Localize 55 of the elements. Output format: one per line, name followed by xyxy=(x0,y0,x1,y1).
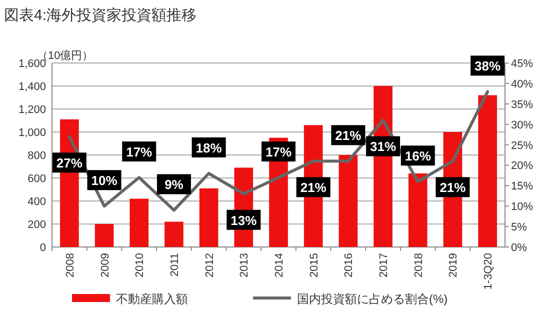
data-label: 18% xyxy=(196,140,222,156)
bar xyxy=(338,155,358,247)
x-tick-label: 2013 xyxy=(238,253,251,278)
bar xyxy=(199,188,218,247)
x-tick-label: 1-3Q20 xyxy=(482,253,495,290)
y-tick-label: 1,000 xyxy=(18,127,46,139)
y-tick-label: 0 xyxy=(40,242,46,254)
y2-tick-label: 0% xyxy=(511,242,528,254)
y-tick-label: 400 xyxy=(28,196,46,208)
x-tick-label: 2015 xyxy=(308,253,320,278)
x-tick-label: 2016 xyxy=(343,253,356,278)
bar xyxy=(130,198,149,247)
data-label: 9% xyxy=(164,177,184,192)
data-label: 38% xyxy=(474,58,502,74)
bar xyxy=(408,173,428,247)
data-label: 27% xyxy=(56,156,83,171)
y-tick-label: 800 xyxy=(28,150,46,162)
y2-tick-label: 25% xyxy=(511,140,534,152)
y-tick-label: 1,200 xyxy=(18,104,46,116)
y2-tick-label: 30% xyxy=(511,119,534,132)
x-tick-label: 2012 xyxy=(204,253,216,278)
y2-tick-label: 45% xyxy=(511,58,534,70)
y-tick-label: 1,600 xyxy=(18,58,46,70)
x-tick-label: 2009 xyxy=(99,253,112,278)
legend-label: 国内投資額に占める割合(%) xyxy=(297,292,448,306)
y2-tick-label: 15% xyxy=(511,180,534,193)
x-tick-label: 2018 xyxy=(412,253,425,278)
x-tick-label: 2008 xyxy=(64,253,76,278)
data-label: 10% xyxy=(91,173,118,188)
data-label: 17% xyxy=(126,144,153,160)
bar xyxy=(94,224,114,247)
y2-tick-label: 20% xyxy=(511,160,534,172)
bar xyxy=(164,222,184,247)
x-tick-label: 2011 xyxy=(168,253,181,277)
y-tick-label: 600 xyxy=(28,173,46,185)
x-tick-label: 2017 xyxy=(378,253,390,278)
data-label: 21% xyxy=(300,180,327,196)
bar xyxy=(478,95,497,247)
data-label: 21% xyxy=(335,128,362,144)
legend-label: 不動産購入額 xyxy=(116,292,188,306)
x-tick-label: 2019 xyxy=(448,253,460,278)
chart-title: 図表4:海外投資家投資額推移 xyxy=(4,7,197,24)
y2-tick-label: 5% xyxy=(511,222,528,234)
y2-tick-label: 10% xyxy=(511,201,534,214)
x-tick-label: 2010 xyxy=(134,253,146,278)
data-label: 31% xyxy=(370,139,396,154)
data-label: 17% xyxy=(265,144,292,160)
data-label: 21% xyxy=(440,180,466,196)
y-tick-label: 1,400 xyxy=(18,81,46,93)
y-tick-label: 200 xyxy=(28,219,46,231)
y2-tick-label: 35% xyxy=(511,98,534,111)
x-tick-label: 2014 xyxy=(274,253,286,278)
data-label: 16% xyxy=(404,148,432,164)
data-label: 13% xyxy=(230,212,258,228)
y2-tick-label: 40% xyxy=(511,78,534,90)
